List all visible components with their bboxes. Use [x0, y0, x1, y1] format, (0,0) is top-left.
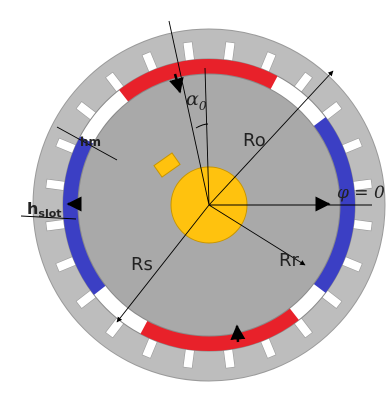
hm-label: hm: [80, 135, 101, 149]
ro-radius-line: [208, 70, 334, 206]
alpha0-label: α0: [186, 88, 207, 113]
magnet-north-bottom: [140, 308, 299, 351]
ro-label: Ro: [243, 130, 266, 151]
alpha0-line: [168, 20, 210, 206]
rs-radius-line: [116, 204, 210, 323]
vertical-axis-line: [204, 67, 210, 206]
magnet-north-top: [119, 58, 278, 102]
shaft-key: [153, 152, 181, 178]
alpha0-arc: [195, 123, 209, 129]
magnet-south-left: [62, 136, 106, 295]
hslot-dimension-line: [20, 215, 77, 220]
rr-radius-line: [208, 204, 306, 266]
magnet-south-right: [313, 117, 356, 293]
phi-zero-label: φ = 0: [337, 183, 385, 203]
black-arrow-icon: [230, 324, 246, 343]
rs-label: Rs: [131, 254, 153, 275]
hslot-label: hslot: [27, 199, 62, 220]
rr-label: Rr: [279, 250, 300, 271]
magnets: [62, 58, 356, 351]
hm-dimension-line: [56, 126, 118, 161]
black-arrow-icon: [169, 73, 184, 94]
magnetization-arrows: [66, 73, 331, 343]
reference-lines: [20, 20, 372, 323]
